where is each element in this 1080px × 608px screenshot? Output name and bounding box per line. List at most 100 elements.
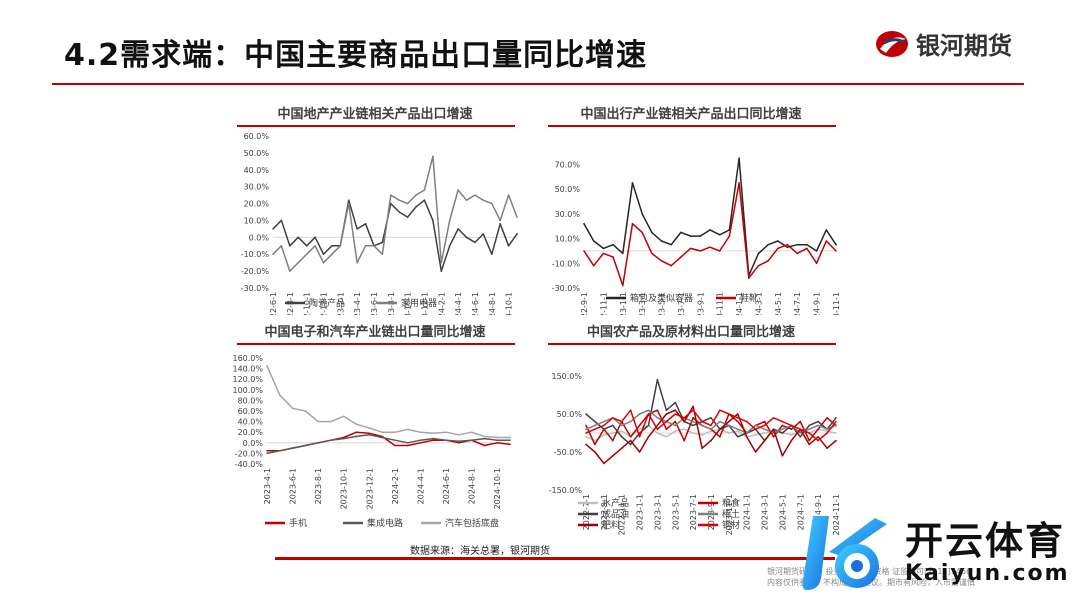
data-point [835,432,837,434]
x-tick-label: 2023-8-1 [314,468,323,504]
data-point [736,430,739,432]
y-tick-label: 20.0% [238,428,264,437]
data-point [689,235,692,237]
galaxy-logo-icon [876,30,908,57]
data-point [474,194,476,196]
y-tick-label: 40.0% [238,418,264,427]
data-point [728,424,730,427]
data-point [620,436,623,438]
data-point [781,455,784,457]
series-line [272,199,518,272]
x-tick-label: 2024-5-1 [778,494,787,530]
data-point [815,262,818,265]
y-tick-label: -10.0% [552,259,581,268]
y-tick-label: 120.0% [232,375,263,384]
data-point [674,424,677,427]
chart-agri-materials-svg: 中国农产品及原材料出口量同比增速 -150.0% -50.0% 50.0% 150.0%… [548,324,841,535]
series-line [267,431,511,452]
data-point [620,430,623,432]
data-point [660,260,663,262]
data-point [297,261,300,264]
y-tick-label: 0.0% [249,233,270,242]
data-point [767,243,769,246]
x-tick-label: 2023-7-1 [677,292,686,315]
data-point [718,250,721,252]
x-tick-label: 2023-12-1 [365,468,374,509]
data-point [799,436,802,438]
data-point [499,223,501,225]
data-point [394,444,396,447]
data-point [516,233,518,235]
data-point [317,420,319,423]
data-point [710,439,712,442]
data-point [620,424,623,427]
data-point [826,428,828,430]
data-point [373,244,375,247]
data-point [629,439,632,442]
data-point [835,417,837,419]
data-point [490,253,493,256]
x-tick-label: 2024-4-1 [416,468,425,504]
data-point [585,424,587,427]
x-tick-label: 2023-2-1 [336,292,345,315]
y-tick-label: 20.0% [244,200,270,209]
data-point [736,413,739,415]
y-tick-label: 160.0% [232,354,263,363]
data-point [796,252,799,255]
data-point [656,417,659,419]
data-point [278,449,281,452]
x-tick-label: 2023-4-1 [263,468,272,504]
data-point [808,424,811,427]
chart-agri-materials: 中国农产品及原材料出口量同比增速 -150.0% -50.0% 50.0% 150.0%… [536,318,846,538]
data-point [745,432,748,434]
data-point [777,247,779,250]
data-point [767,260,769,262]
legend-label: 箱包及类似容器 [630,292,693,304]
data-point [381,431,383,433]
data-point [470,431,473,433]
data-point [330,439,332,441]
y-tick-label: 150.0% [551,372,582,381]
x-tick-label: 2023-9-1 [707,494,716,530]
data-point [621,284,624,287]
data-point [757,252,760,255]
data-point [747,277,750,279]
data-point [381,253,384,256]
data-point [482,199,485,201]
logo-text: 银河期货 [916,32,1012,60]
x-tick-label: 2024-11-1 [832,494,841,535]
data-point [736,428,739,430]
legend-label: 钢材 [722,519,740,531]
data-point [368,432,371,435]
data-point [670,243,673,246]
data-point [647,409,650,411]
title-divider [52,83,1024,85]
data-point [432,432,435,435]
data-point [806,243,808,246]
y-tick-label: -20.0% [235,449,264,458]
data-point [790,434,793,436]
data-point [594,443,596,446]
bottom-divider [275,557,835,560]
chart-title: 中国农产品及原材料出口量同比增速 [587,324,795,340]
data-point [339,244,342,247]
data-point [612,256,614,258]
data-point [781,420,784,423]
data-point [699,235,702,237]
watermark: 开云体育 Kaiyun.com [795,508,1070,598]
data-point [826,447,828,449]
data-point [674,430,677,432]
data-point [719,436,721,438]
y-tick-label: 50.0% [557,410,583,419]
legend-label: 鞋靴 [740,292,758,304]
data-point [364,244,367,247]
y-tick-label: 60.0% [244,132,270,141]
data-point [440,261,443,264]
data-point [278,394,281,396]
data-point [594,420,596,423]
data-point [692,409,694,411]
y-tick-label: 50.0% [244,149,270,158]
y-tick-label: 0.0% [243,439,264,448]
data-point [692,417,694,419]
x-tick-label: 2023-11-1 [716,292,725,315]
